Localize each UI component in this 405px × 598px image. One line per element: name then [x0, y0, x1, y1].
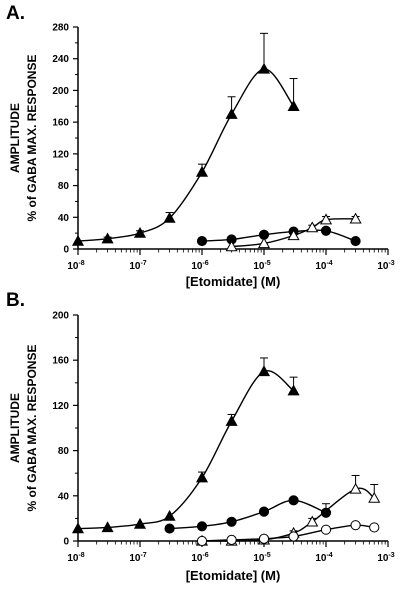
x-tick-label: 10-4 — [315, 552, 332, 564]
x-tick-label: 10-4 — [315, 260, 332, 272]
data-point — [195, 165, 209, 177]
y-tick-label: 120 — [52, 401, 69, 412]
y-tick-label: 40 — [58, 491, 70, 502]
y-tick-label: 0 — [63, 537, 69, 548]
x-tick-label: 10-6 — [191, 552, 208, 564]
data-point — [287, 100, 300, 111]
series-open-circle — [196, 520, 380, 547]
y-tick-label: 0 — [63, 245, 69, 256]
data-point — [226, 516, 237, 527]
series-line — [77, 68, 295, 242]
data-point — [350, 520, 361, 531]
data-point — [288, 531, 299, 542]
series-line — [77, 370, 295, 530]
data-point — [225, 414, 238, 426]
x-tick-label: 10-7 — [129, 552, 146, 564]
y-tick-label: 80 — [58, 181, 70, 192]
data-point — [349, 482, 362, 494]
data-point — [306, 515, 319, 527]
data-point — [71, 234, 85, 246]
y-axis-label-line1: AMPLITUDE — [8, 103, 22, 173]
series-open-triangle — [225, 212, 362, 252]
series-filled-circle — [196, 225, 361, 247]
data-point — [196, 521, 208, 532]
data-point — [71, 522, 85, 534]
y-axis-label-line1: AMPLITUDE — [8, 393, 22, 463]
data-point — [258, 533, 270, 544]
x-tick-label: 10-8 — [67, 552, 84, 564]
data-point — [287, 229, 300, 241]
data-point — [258, 506, 270, 517]
data-point — [101, 232, 114, 244]
data-point — [225, 107, 238, 119]
data-point — [257, 62, 271, 74]
data-point — [368, 491, 381, 503]
x-tick-label: 10-8 — [67, 260, 84, 272]
data-point — [287, 384, 300, 396]
chart-panel-b: B. 0 40 80 120 160 200 10-8 10-7 10-6 10-5 10-4 10-3… — [6, 290, 395, 583]
panel-label: B. — [6, 290, 25, 311]
data-point — [257, 237, 271, 249]
x-tick-label: 10-6 — [191, 260, 208, 272]
data-point — [225, 240, 238, 252]
y-axis-label-line2: % of GABA MAX. RESPONSE — [25, 345, 39, 512]
y-tick-label: 160 — [52, 356, 69, 367]
series-filled-triangle — [71, 357, 300, 534]
data-point — [306, 221, 319, 233]
y-tick-label: 40 — [58, 213, 70, 224]
series-filled-triangle — [71, 32, 300, 246]
y-axis-label-line2: % of GABA MAX. RESPONSE — [25, 55, 39, 222]
data-point — [195, 471, 209, 483]
data-point — [133, 226, 147, 238]
data-point — [257, 365, 271, 377]
x-axis-label: [Etomidate] (M) — [186, 274, 281, 289]
y-tick-label: 280 — [52, 23, 69, 34]
x-tick-label: 10-5 — [253, 260, 270, 272]
data-point — [164, 523, 175, 534]
y-tick-label: 200 — [52, 311, 69, 322]
x-tick-label: 10-5 — [253, 552, 270, 564]
y-tick-label: 240 — [52, 54, 69, 65]
data-point — [320, 225, 332, 236]
data-point — [226, 534, 237, 545]
data-point — [288, 495, 299, 506]
data-point — [350, 235, 361, 247]
panel-label: A. — [6, 3, 25, 24]
series-line — [169, 499, 327, 530]
x-axis-label: [Etomidate] (M) — [186, 568, 281, 583]
series-line — [201, 487, 375, 542]
data-point — [320, 524, 332, 535]
data-point — [133, 517, 147, 529]
x-tick-label: 10-7 — [129, 260, 146, 272]
chart-panel-a: A. 0 40 80 120 160 200 240 280 10-8 10-7 10-6 10-5 10… — [6, 3, 395, 289]
data-point — [163, 211, 176, 223]
data-point — [163, 509, 176, 521]
y-tick-label: 120 — [52, 149, 69, 160]
data-point — [349, 212, 362, 224]
data-point — [196, 535, 208, 547]
y-tick-label: 80 — [58, 446, 70, 457]
data-point — [320, 507, 332, 518]
data-point — [101, 521, 114, 533]
x-tick-label: 10-3 — [377, 260, 394, 272]
series-open-triangle — [195, 474, 381, 546]
data-point — [196, 235, 208, 247]
x-tick-label: 10-3 — [377, 552, 394, 564]
y-tick-label: 160 — [52, 118, 69, 129]
data-point — [369, 522, 380, 533]
series-filled-circle — [164, 495, 332, 534]
y-tick-label: 200 — [52, 86, 69, 97]
data-point — [319, 213, 333, 225]
